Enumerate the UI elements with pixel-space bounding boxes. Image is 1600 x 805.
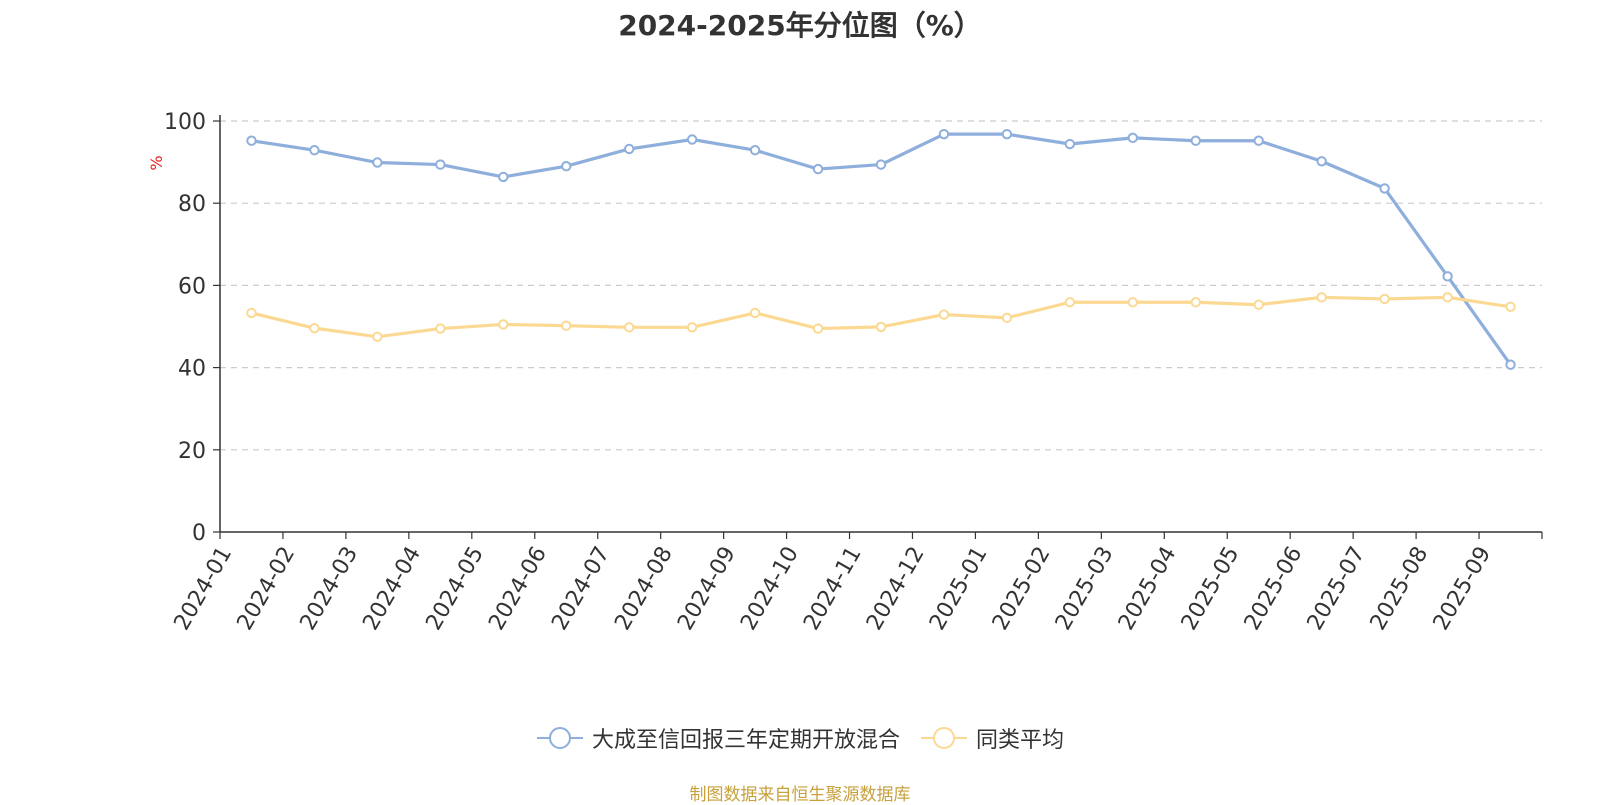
x-tick-label-2025-08: 2025-08 [1366, 543, 1434, 635]
x-tick-label-2024-05: 2024-05 [421, 543, 489, 635]
x-tick-label-2024-07: 2024-07 [547, 543, 615, 635]
data-point-1-2024-09 [749, 307, 761, 319]
x-tick-label-2024-02: 2024-02 [233, 543, 301, 635]
source-note: 制图数据来自恒生聚源数据库 [689, 785, 911, 805]
data-point-1-2024-07 [623, 322, 635, 333]
data-point-1-2025-09 [1505, 301, 1516, 312]
data-point-0-2025-09 [1505, 359, 1516, 370]
y-axis-label: % [147, 155, 166, 170]
legend: 大成至信回报三年定期开放混合 同类平均 [0, 722, 1600, 754]
legend-item-average[interactable]: 同类平均 [920, 722, 1064, 754]
data-point-1-2024-02 [309, 322, 320, 334]
data-point-0-2024-09 [749, 144, 761, 156]
data-point-0-2025-05 [1253, 135, 1264, 146]
data-point-0-2025-07 [1379, 183, 1390, 194]
x-tick-label-2025-04: 2025-04 [1114, 543, 1182, 635]
x-tick-label-2024-10: 2024-10 [736, 543, 804, 635]
data-point-0-2024-02 [309, 144, 320, 156]
x-tick-label-2024-03: 2024-03 [295, 543, 363, 635]
data-point-0-2025-04 [1190, 135, 1201, 146]
data-point-0-2024-03 [372, 157, 383, 168]
x-tick-label-2025-05: 2025-05 [1177, 543, 1245, 635]
x-tick-label-2025-07: 2025-07 [1303, 543, 1371, 635]
data-point-1-2025-03 [1127, 297, 1139, 308]
x-tick-label-2024-11: 2024-11 [799, 543, 867, 635]
x-tick-label-2024-08: 2024-08 [610, 543, 678, 635]
data-point-0-2025-06 [1316, 156, 1327, 167]
x-tick-label-2024-04: 2024-04 [358, 543, 426, 635]
data-point-0-2025-02 [1064, 138, 1076, 150]
x-tick-label-2024-01: 2024-01 [170, 543, 238, 635]
data-point-1-2025-01 [1001, 312, 1013, 324]
data-point-1-2024-01 [246, 307, 257, 319]
data-point-0-2025-01 [1001, 128, 1013, 140]
data-point-1-2024-05 [498, 319, 509, 330]
x-tick-label-2024-12: 2024-12 [862, 543, 930, 635]
data-point-1-2025-08 [1442, 292, 1453, 303]
data-point-1-2024-03 [372, 331, 383, 342]
y-tick-label-20: 20 [178, 439, 206, 464]
legend-swatch-average-icon [921, 727, 967, 749]
x-tick-label-2025-02: 2025-02 [988, 543, 1056, 635]
y-tick-label-40: 40 [178, 357, 206, 382]
data-point-1-2025-07 [1379, 293, 1390, 305]
data-point-0-2024-08 [686, 134, 698, 145]
x-tick-label-2025-09: 2025-09 [1429, 543, 1497, 635]
data-point-0-2024-01 [246, 135, 257, 146]
data-point-0-2024-07 [623, 143, 635, 155]
data-point-1-2024-11 [875, 321, 887, 333]
x-tick-label-2024-09: 2024-09 [673, 543, 741, 635]
data-point-1-2024-10 [812, 323, 824, 334]
data-point-0-2024-11 [875, 159, 887, 170]
y-tick-label-60: 60 [178, 274, 206, 299]
data-point-1-2025-06 [1316, 292, 1327, 303]
data-point-1-2024-04 [435, 323, 446, 334]
x-tick-label-2025-06: 2025-06 [1240, 543, 1308, 635]
chart-title: 2024-2025年分位图（%） [618, 9, 982, 42]
data-point-0-2025-03 [1127, 132, 1139, 144]
legend-swatch-fund-icon [536, 727, 583, 749]
y-tick-label-80: 80 [178, 192, 206, 217]
legend-label-fund: 大成至信回报三年定期开放混合 [591, 728, 900, 753]
legend-label-average: 同类平均 [976, 728, 1065, 753]
y-tick-label-100: 100 [164, 110, 206, 135]
x-tick-label-2025-03: 2025-03 [1051, 543, 1119, 635]
data-point-0-2024-04 [435, 159, 446, 170]
data-point-1-2024-12 [938, 309, 950, 320]
x-tick-label-2024-06: 2024-06 [484, 543, 552, 635]
data-point-0-2024-06 [561, 161, 572, 172]
data-point-1-2024-08 [686, 322, 698, 333]
x-tick-label-2025-01: 2025-01 [925, 543, 993, 635]
data-point-0-2024-05 [498, 171, 509, 183]
data-point-0-2024-12 [938, 128, 950, 140]
data-point-1-2025-04 [1190, 297, 1201, 308]
data-point-1-2025-05 [1253, 299, 1264, 310]
data-point-1-2024-06 [561, 320, 572, 331]
data-point-1-2025-02 [1064, 297, 1076, 308]
data-point-0-2024-10 [812, 163, 824, 175]
data-point-0-2025-08 [1442, 271, 1453, 282]
legend-item-fund[interactable]: 大成至信回报三年定期开放混合 [536, 722, 900, 754]
y-tick-label-0: 0 [192, 521, 206, 546]
